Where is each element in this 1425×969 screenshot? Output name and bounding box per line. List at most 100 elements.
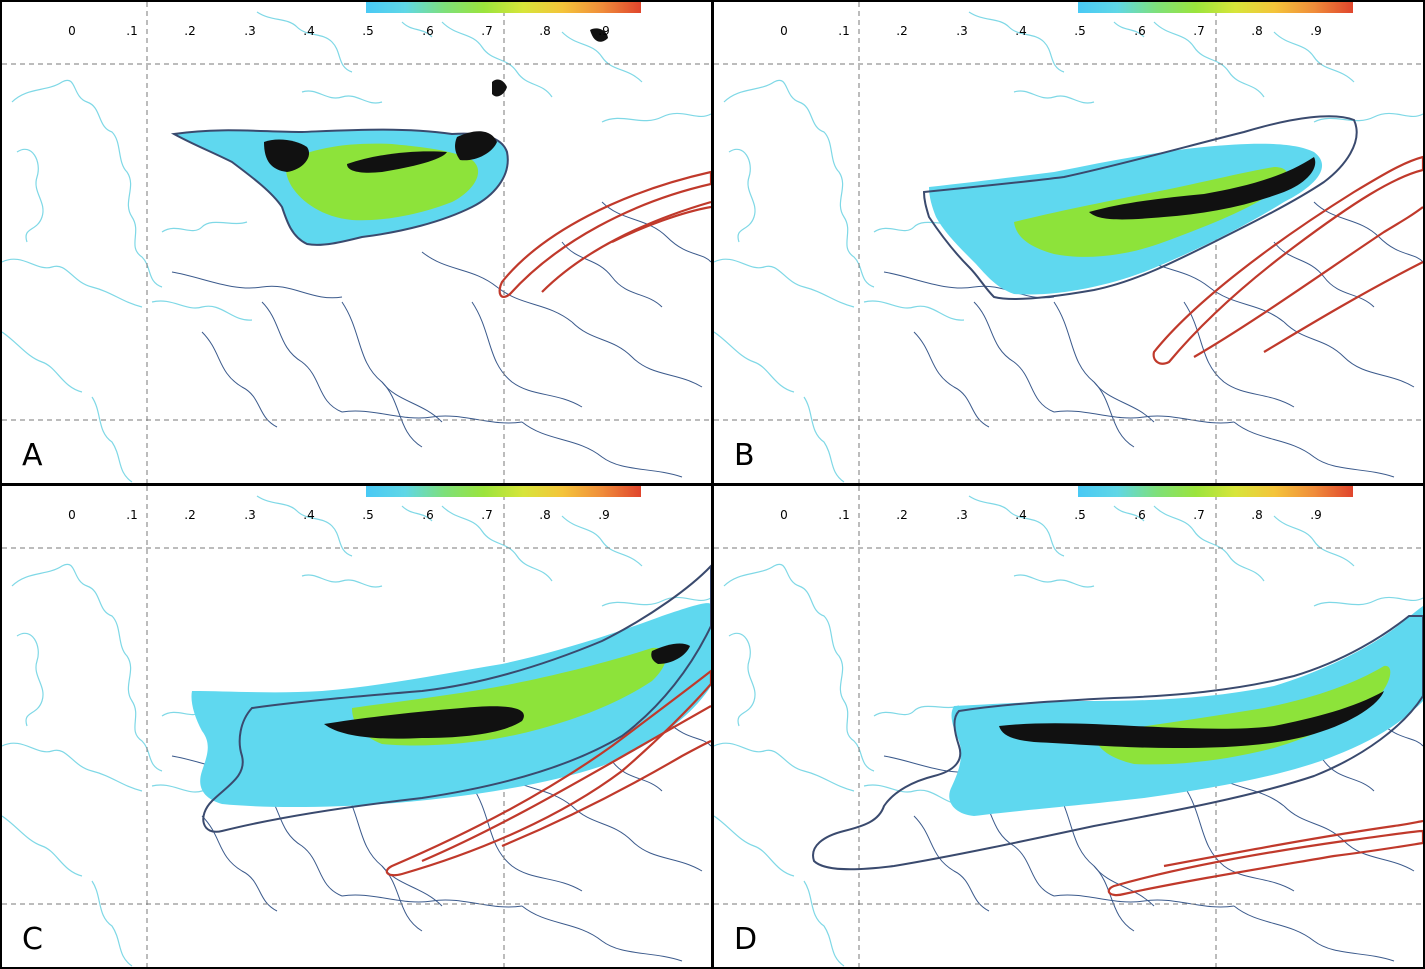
coastline-3	[863, 300, 965, 321]
country-border-2	[1053, 301, 1135, 448]
colorbar-tick-label: .4	[303, 508, 314, 522]
colorbar-ticks-c: 0 .1 .2 .3 .4 .5 .6 .7 .8 .9	[68, 508, 610, 522]
red-contour-1	[1193, 206, 1423, 358]
country-border-8	[913, 331, 990, 428]
coastline-9	[2, 815, 83, 877]
frame-horizontal-divider	[0, 483, 1425, 486]
coastline-9	[714, 815, 795, 877]
country-border-1	[261, 301, 343, 413]
country-border-9	[601, 201, 711, 263]
red-contour-1	[421, 705, 711, 863]
coastline-12	[1313, 112, 1423, 123]
observed-cloud-0	[324, 706, 524, 739]
graticule-c	[2, 486, 711, 967]
colorbar	[366, 486, 641, 497]
coastline-2	[2, 742, 143, 792]
colorbar-tick-label: 0	[68, 24, 76, 38]
red-contour-0	[498, 170, 711, 298]
coastline-10	[91, 880, 133, 967]
colorbar-tick-label: .3	[956, 508, 967, 522]
coastline-7	[1153, 21, 1265, 98]
red-contour-0	[385, 669, 711, 877]
country-border-10	[1273, 241, 1375, 308]
colorbar-tick-label: .1	[126, 24, 137, 38]
red-contour-0	[1152, 155, 1423, 365]
colorbar-tick-label: .6	[1134, 508, 1145, 522]
border-layer-a	[171, 201, 711, 478]
country-border-11	[1093, 865, 1155, 907]
coastline-12	[1313, 596, 1423, 607]
coastline-1	[16, 632, 44, 727]
country-border-5	[1233, 421, 1395, 478]
map-panel-b: 0 .1 .2 .3 .4 .5 .6 .7 .8 .9 B	[714, 2, 1423, 483]
country-border-8	[913, 815, 990, 912]
country-border-8	[201, 331, 278, 428]
country-border-10	[561, 241, 663, 308]
coastline-6	[1013, 90, 1095, 104]
observed-cloud-4	[590, 28, 608, 42]
country-border-4	[341, 410, 523, 424]
colorbar-tick-label: .5	[1074, 508, 1085, 522]
panel-label-b: B	[734, 438, 755, 473]
country-border-11	[381, 381, 443, 423]
colorbar-tick-label: .2	[184, 24, 195, 38]
colorbar-tick-label: .8	[539, 24, 550, 38]
border-layer-b	[883, 201, 1423, 478]
country-border-6	[1183, 785, 1295, 892]
observed-cloud-0	[264, 139, 310, 172]
colorbar-tick-label: .9	[1310, 508, 1321, 522]
coastline-9	[2, 331, 83, 393]
coastline-6	[1013, 574, 1095, 588]
coastline-11	[1113, 21, 1145, 38]
country-border-5	[521, 421, 683, 478]
observed-cloud-1	[651, 643, 690, 664]
colorbar	[1078, 2, 1353, 13]
country-border-5	[521, 905, 683, 962]
colorbar-tick-label: .7	[481, 508, 492, 522]
plume-layer-b	[922, 115, 1423, 365]
colorbar-ticks-d: 0 .1 .2 .3 .4 .5 .6 .7 .8 .9	[780, 508, 1322, 522]
colorbar-tick-label: .8	[1251, 24, 1262, 38]
graticule-a	[2, 2, 711, 483]
colorbar-tick-label: .8	[539, 508, 550, 522]
colorbar-tick-label: .2	[896, 24, 907, 38]
observed-cloud-1	[347, 151, 447, 173]
coastline-9	[714, 331, 795, 393]
coastline-layer-c	[2, 495, 711, 967]
colorbar	[1078, 486, 1353, 497]
colorbar-tick-label: .4	[303, 24, 314, 38]
coastline-11	[401, 505, 433, 522]
country-border-7	[571, 805, 703, 872]
plume-layer-d	[812, 606, 1423, 897]
colorbar-ticks-b: 0 .1 .2 .3 .4 .5 .6 .7 .8 .9	[780, 24, 1322, 38]
country-border-9	[1313, 201, 1423, 263]
observed-cloud-2	[455, 131, 497, 161]
map-panel-d: 0 .1 .2 .3 .4 .5 .6 .7 .8 .9 D	[714, 486, 1423, 967]
coastline-2	[714, 742, 855, 792]
observed-cloud-0	[1089, 157, 1316, 220]
red-contour-2	[611, 205, 711, 243]
observed-cloud-0	[999, 691, 1384, 748]
coastline-5	[968, 11, 1065, 73]
coastline-10	[91, 396, 133, 483]
coastline-layer-d	[714, 495, 1423, 967]
colorbar-tick-label: .1	[126, 508, 137, 522]
colorbar-tick-label: .8	[1251, 508, 1262, 522]
red-contour-2	[1263, 261, 1423, 353]
graticule-d	[714, 486, 1423, 967]
colorbar-tick-label: .4	[1015, 24, 1026, 38]
colorbar-tick-label: .7	[1193, 24, 1204, 38]
coastline-11	[1113, 505, 1145, 522]
probability-fill-low	[949, 606, 1423, 816]
colorbar-tick-label: 0	[780, 24, 788, 38]
coastline-8	[561, 515, 643, 567]
colorbar-tick-label: .9	[598, 508, 609, 522]
coastline-4	[161, 221, 248, 233]
colorbar-tick-label: .6	[1134, 24, 1145, 38]
map-panel-c: 0 .1 .2 .3 .4 .5 .6 .7 .8 .9 C	[2, 486, 711, 967]
coastline-3	[863, 784, 965, 805]
coastline-8	[561, 31, 643, 83]
coastline-2	[2, 258, 143, 308]
colorbar-tick-label: .5	[362, 24, 373, 38]
coastline-11	[401, 21, 433, 38]
